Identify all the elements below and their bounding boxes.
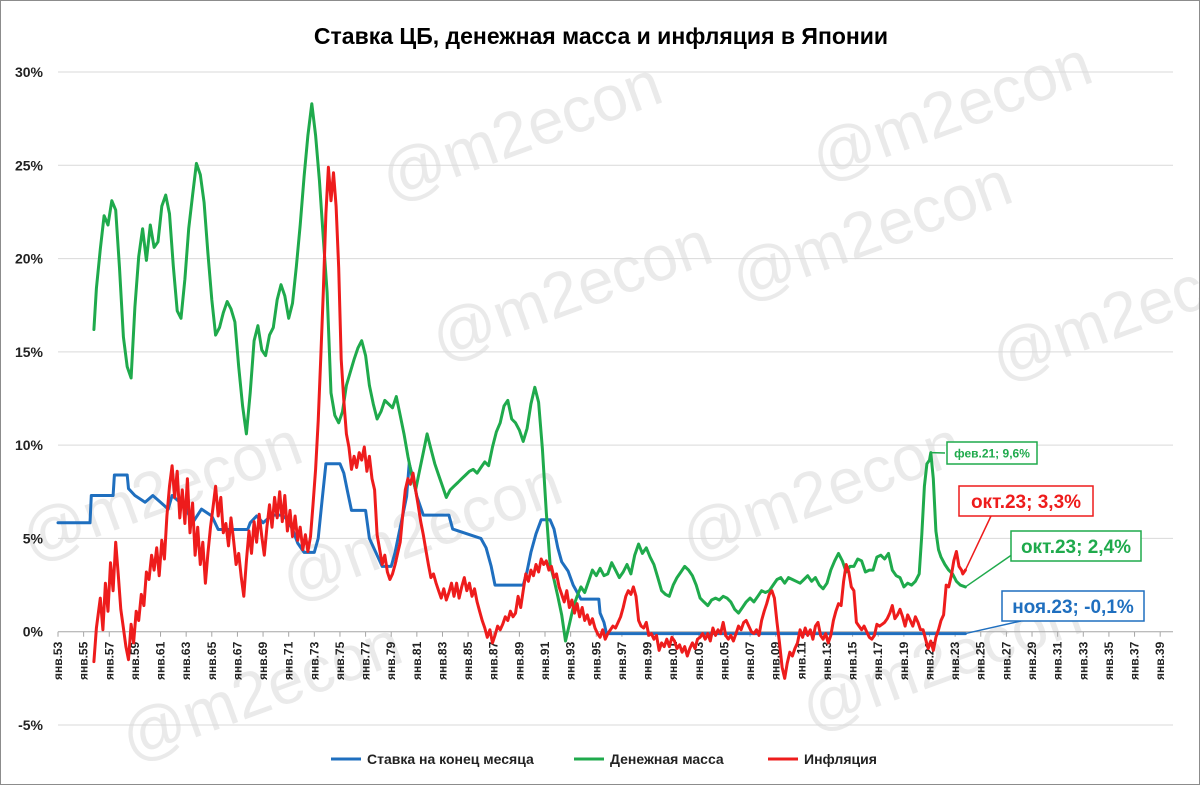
callout-box <box>946 441 1038 465</box>
x-tick-label: янв.23 <box>948 641 962 680</box>
y-tick-label: 5% <box>23 530 44 546</box>
x-tick-label: янв.69 <box>256 641 270 680</box>
x-tick-label: янв.93 <box>564 641 578 680</box>
legend: Ставка на конец месяца Денежная масса Инфл… <box>331 751 877 767</box>
x-tick-label: янв.27 <box>999 641 1013 680</box>
callouts: фев.21; 9,6% окт.23; 3,3% окт.23; 2,4% ноя.… <box>930 441 1145 635</box>
legend-label: Ставка на конец месяца <box>367 751 534 767</box>
x-tick-label: янв.75 <box>333 641 347 680</box>
callout-box <box>958 485 1094 517</box>
x-tick-label: янв.05 <box>717 641 731 680</box>
y-tick-label: 10% <box>15 437 44 453</box>
watermark-text: @m2econ <box>671 406 971 574</box>
x-tick-label: янв.79 <box>384 641 398 680</box>
y-tick-label: 30% <box>15 64 44 80</box>
x-tick-label: янв.39 <box>1153 641 1167 680</box>
x-tick-label: янв.65 <box>205 641 219 680</box>
x-tick-label: янв.87 <box>487 641 501 680</box>
x-tick-label: янв.67 <box>230 641 244 680</box>
watermark-text: @m2econ <box>421 206 721 374</box>
x-tick-label: янв.01 <box>666 641 680 680</box>
x-tick-label: янв.11 <box>794 641 808 679</box>
series-line-2 <box>92 102 967 643</box>
y-tick-label: 20% <box>15 251 44 267</box>
callout-label: окт.23; 2,4% <box>1021 537 1131 558</box>
callout-label: фев.21; 9,6% <box>954 446 1030 460</box>
x-tick-label: янв.57 <box>102 641 116 680</box>
y-tick-label: -5% <box>18 717 43 733</box>
x-tick-label: янв.59 <box>128 641 142 680</box>
callout-pointer <box>965 620 1022 635</box>
callout-label: ноя.23; -0,1% <box>1012 597 1134 618</box>
y-axis-ticks: 30% 25% 20% 15% 10% 5% 0% -5% <box>15 64 44 733</box>
x-tick-label: янв.63 <box>179 641 193 680</box>
x-tick-label: янв.97 <box>615 641 629 680</box>
callout-pointer <box>964 515 992 571</box>
x-tick-label: янв.89 <box>512 641 526 680</box>
watermark-text: @m2econ <box>981 226 1199 394</box>
series-line-3 <box>92 165 967 680</box>
x-axis: янв.53 янв.55 янв.57 янв.59 янв.61 янв.63 янв.… <box>51 631 1173 680</box>
x-tick-label: янв.07 <box>743 641 757 680</box>
y-tick-label: 0% <box>23 624 44 640</box>
x-tick-label: янв.17 <box>871 641 885 680</box>
series-lines <box>56 102 967 680</box>
x-tick-label: янв.33 <box>1076 641 1090 680</box>
x-tick-label: янв.25 <box>974 641 988 680</box>
x-tick-label: янв.13 <box>820 641 834 680</box>
callout-box <box>1001 590 1145 622</box>
x-tick-label: янв.19 <box>897 641 911 680</box>
x-tick-label: янв.81 <box>410 641 424 680</box>
x-tick-label: янв.91 <box>538 641 552 680</box>
x-tick-label: янв.29 <box>1025 641 1039 680</box>
x-tick-label: янв.37 <box>1128 641 1142 680</box>
legend-label: Денежная масса <box>610 751 724 767</box>
callout-box <box>1010 530 1142 562</box>
y-tick-label: 25% <box>15 157 44 173</box>
chart-title: Ставка ЦБ, денежная масса и инфляция в Я… <box>314 23 888 49</box>
x-tick-label: янв.31 <box>1051 641 1065 680</box>
callout-label: окт.23; 3,3% <box>971 492 1081 513</box>
legend-label: Инфляция <box>804 751 877 767</box>
x-tick-label: янв.55 <box>77 641 91 680</box>
x-tick-label: янв.35 <box>1102 641 1116 680</box>
callout-pointer <box>964 553 1014 588</box>
x-tick-label: янв.71 <box>282 641 296 680</box>
x-tick-label: янв.73 <box>307 641 321 680</box>
y-tick-label: 15% <box>15 344 44 360</box>
x-tick-label: янв.77 <box>359 641 373 680</box>
x-tick-label: янв.15 <box>846 641 860 680</box>
x-tick-label: янв.83 <box>435 641 449 680</box>
x-tick-label: янв.85 <box>461 641 475 680</box>
x-tick-label: янв.99 <box>641 641 655 680</box>
x-tick-label: янв.03 <box>692 641 706 680</box>
x-tick-label: янв.95 <box>589 641 603 680</box>
series-line-1 <box>56 462 967 636</box>
x-tick-label: янв.53 <box>51 641 65 680</box>
x-tick-label: янв.61 <box>154 641 168 680</box>
